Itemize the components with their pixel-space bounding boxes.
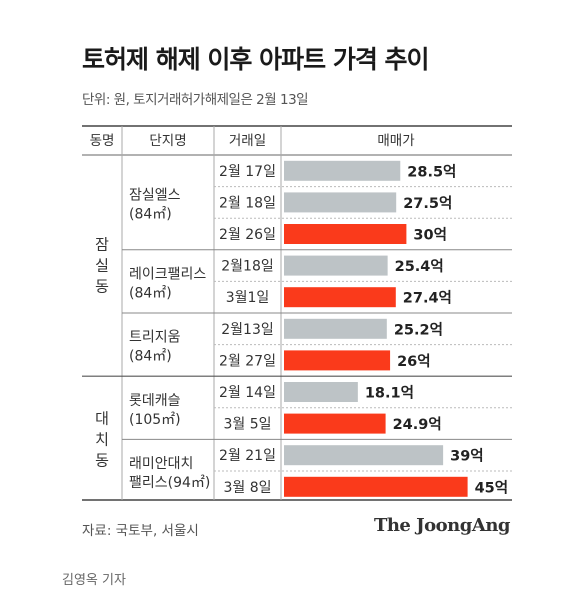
- price-label: 26억: [397, 352, 431, 370]
- price-label: 27.5억: [403, 194, 452, 212]
- column-header: 거래일: [229, 133, 266, 149]
- trade-date: 2월 21일: [219, 448, 276, 464]
- column-header: 단지명: [149, 133, 186, 149]
- complex-size: 팰리스(94㎡): [129, 475, 210, 491]
- page-title: 토허제 해제 이후 아파트 가격 추이: [82, 45, 430, 74]
- trade-date: 2월 14일: [219, 385, 276, 401]
- price-bar-after: [284, 224, 407, 244]
- price-bar-before: [284, 318, 387, 339]
- district-name: 동: [95, 278, 109, 296]
- trade-date: 2월 18일: [219, 195, 276, 211]
- price-label: 24.9억: [393, 415, 442, 433]
- complex-name: 잠실엘스: [129, 187, 181, 203]
- district-name: 잠: [95, 236, 109, 254]
- complex-size: (84㎡): [129, 206, 172, 222]
- price-bar-after: [284, 413, 386, 434]
- price-label: 45억: [475, 478, 509, 496]
- complex-name: 래미안대치: [129, 456, 193, 472]
- source-note: 자료: 국토부, 서울시: [82, 523, 199, 539]
- subtitle: 단위: 원, 토지거래허가해제일은 2월 13일: [82, 92, 309, 108]
- trade-date: 2월 17일: [219, 164, 276, 180]
- price-label: 25.4억: [395, 257, 444, 275]
- price-bar-after: [284, 287, 396, 308]
- price-bar-before: [284, 255, 388, 276]
- price-label: 28.5억: [407, 162, 456, 180]
- complex-size: (84㎡): [129, 349, 172, 365]
- price-bar-before: [284, 192, 397, 213]
- trade-date: 3월1일: [226, 290, 270, 306]
- price-bar-before: [284, 382, 358, 402]
- trade-date: 2월 26일: [219, 227, 276, 243]
- price-bar-before: [284, 445, 444, 466]
- trade-date: 2월18일: [221, 259, 273, 275]
- complex-size: (105㎡): [129, 412, 181, 428]
- price-label: 25.2억: [394, 320, 443, 338]
- complex-size: (84㎡): [129, 285, 172, 301]
- price-label: 27.4억: [403, 289, 452, 307]
- complex-name: 트리지움: [129, 330, 181, 346]
- price-label: 18.1억: [365, 384, 414, 402]
- district-name: 실: [95, 257, 109, 275]
- author-credit: 김영옥 기자: [62, 573, 126, 588]
- complex-name: 레이크팰리스: [129, 266, 206, 282]
- price-label: 30억: [413, 226, 447, 244]
- trade-date: 3월 5일: [223, 417, 271, 433]
- district-name: 대: [95, 409, 109, 427]
- trade-date: 2월 27일: [219, 353, 276, 369]
- column-header: 매매가: [377, 133, 414, 149]
- brand-logo: The JoongAng: [373, 515, 511, 536]
- district-name: 치: [95, 430, 109, 448]
- price-bar-after: [284, 476, 468, 497]
- price-bar-before: [284, 160, 401, 181]
- price-bar-after: [284, 350, 391, 371]
- district-name: 동: [95, 451, 109, 469]
- trade-date: 3월 8일: [223, 480, 271, 496]
- price-label: 39억: [450, 447, 484, 465]
- complex-name: 롯데캐슬: [129, 393, 181, 409]
- column-header: 동명: [90, 133, 115, 149]
- trade-date: 2월13일: [221, 322, 273, 338]
